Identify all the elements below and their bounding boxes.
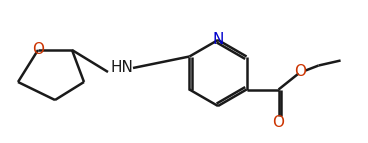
- Text: O: O: [294, 64, 307, 79]
- Text: O: O: [32, 41, 44, 56]
- Text: O: O: [273, 115, 284, 130]
- Text: HN: HN: [110, 60, 134, 76]
- Text: N: N: [212, 31, 224, 46]
